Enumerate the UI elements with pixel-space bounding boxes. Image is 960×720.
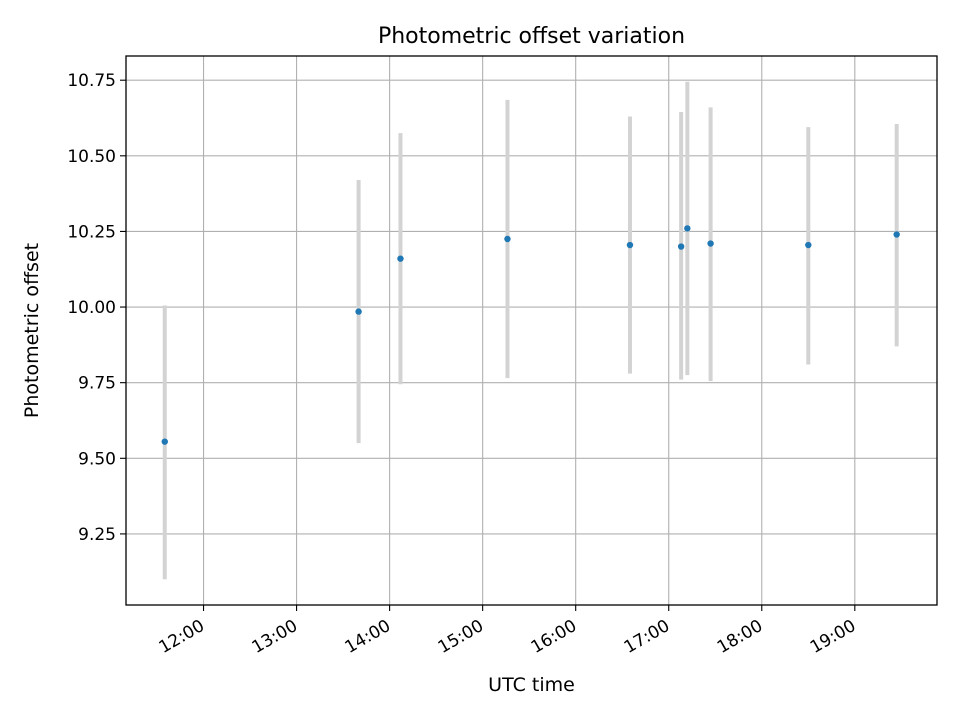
data-point (161, 438, 168, 445)
data-point (677, 243, 685, 250)
y-axis-label: Photometric offset (21, 243, 43, 418)
y-tick-label: 9.50 (78, 449, 116, 469)
chart-title: Photometric offset variation (378, 24, 685, 49)
y-axis-ticks: 9.25 9.50 9.75 10.00 10.25 10.50 10.75 (67, 71, 126, 545)
plot-frame (125, 55, 938, 606)
data-point (355, 308, 362, 315)
data-point (504, 235, 511, 243)
data-point (893, 231, 900, 238)
y-tick-label: 9.75 (78, 374, 116, 394)
y-tick-label: 10.25 (67, 222, 116, 242)
y-tick-label: 10.75 (67, 71, 116, 91)
y-tick-label: 10.50 (67, 147, 116, 167)
data-point (684, 225, 691, 232)
grid (126, 56, 937, 605)
data-point (805, 241, 812, 249)
data-point (626, 241, 634, 249)
data-points (161, 225, 900, 445)
y-tick-label: 9.25 (78, 525, 116, 545)
data-point (397, 255, 404, 262)
x-axis-label: UTC time (488, 674, 575, 696)
data-point (707, 240, 714, 247)
y-tick-label: 10.00 (67, 298, 116, 318)
